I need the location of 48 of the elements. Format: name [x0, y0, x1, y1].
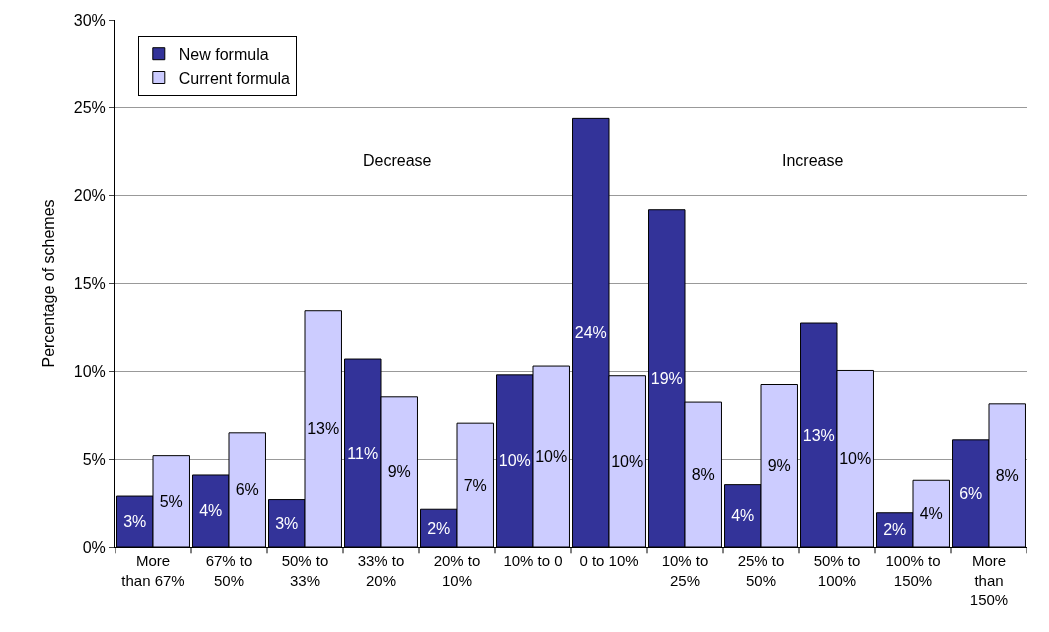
y-tick-label: 10%: [73, 362, 106, 380]
y-tick-label: 15%: [73, 275, 106, 293]
y-axis-title: Percentage of schemes: [39, 199, 57, 368]
y-tick-label: 25%: [73, 99, 106, 117]
data-label: 2%: [427, 519, 451, 537]
data-label: 13%: [802, 426, 835, 444]
x-tick-label: 50% to 100%: [813, 552, 861, 589]
annotation: Decrease: [363, 152, 432, 169]
data-label: 7%: [463, 476, 487, 494]
y-tick-label: 20%: [73, 187, 106, 205]
data-label: 8%: [691, 466, 715, 484]
data-label: 6%: [959, 484, 983, 502]
data-label: 8%: [995, 466, 1019, 484]
y-tick-label: 30%: [73, 11, 106, 29]
data-label: 4%: [731, 507, 755, 525]
data-label: 10%: [611, 452, 644, 470]
x-tick-label: 100% to 150%: [885, 552, 941, 589]
data-label: 9%: [767, 457, 791, 475]
data-label: 5%: [159, 492, 183, 510]
data-label: 13%: [307, 420, 340, 438]
data-label: 6%: [235, 481, 259, 499]
x-tick-label: 0 to 10%: [579, 552, 639, 569]
annotation: Increase: [782, 152, 844, 169]
data-label: 10%: [839, 450, 872, 468]
data-label: 9%: [387, 463, 411, 481]
legend-label: New formula: [178, 45, 269, 63]
data-label: 10%: [498, 452, 531, 470]
data-label: 11%: [347, 444, 379, 462]
y-tick-label: 0%: [82, 538, 106, 556]
data-label: 2%: [883, 521, 907, 539]
data-label: 10%: [535, 448, 568, 466]
data-label: 4%: [199, 502, 223, 520]
data-label: 3%: [275, 514, 299, 532]
x-tick-label: More than 150%: [969, 552, 1009, 608]
x-tick-label: 67% to 50%: [205, 552, 253, 589]
data-label: 4%: [919, 505, 943, 523]
x-tick-label: More than 67%: [121, 552, 185, 589]
x-tick-label: 10% to 0: [503, 552, 563, 569]
x-tick-label: 25% to 50%: [737, 552, 785, 589]
data-label: 19%: [650, 369, 683, 387]
legend-label: Current formula: [178, 69, 291, 87]
x-tick-label: 33% to 20%: [357, 552, 405, 589]
data-label: 3%: [123, 513, 147, 531]
x-tick-label: 20% to 10%: [433, 552, 481, 589]
x-tick-label: 10% to 25%: [661, 552, 709, 589]
y-tick-label: 5%: [82, 450, 106, 468]
data-label: 24%: [574, 324, 607, 342]
x-tick-label: 50% to 33%: [281, 552, 329, 589]
